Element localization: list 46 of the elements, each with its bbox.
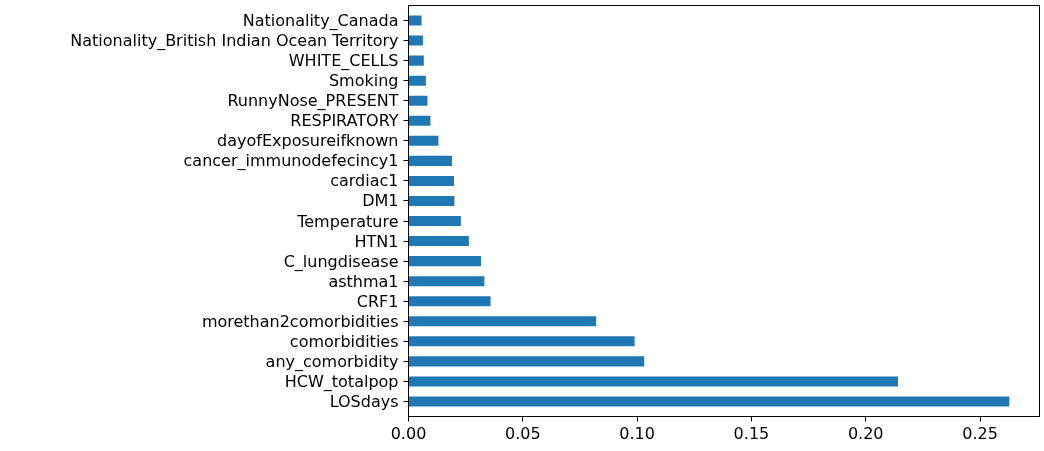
bar — [408, 336, 635, 347]
x-tick-label: 0.05 — [505, 423, 541, 443]
y-tick-label: cancer_immunodefecincy1 — [183, 151, 399, 172]
bar — [408, 236, 469, 247]
y-tick-label: Temperature — [296, 211, 399, 231]
bar — [408, 95, 428, 106]
y-tick-label: comorbidities — [289, 331, 399, 351]
y-tick-label: RESPIRATORY — [290, 111, 399, 131]
bar — [408, 296, 491, 307]
y-tick-label: any_comorbidity — [265, 351, 399, 372]
bar — [408, 135, 439, 146]
x-tick-label: 0.25 — [962, 423, 998, 443]
bar — [408, 155, 452, 166]
bar — [408, 276, 485, 287]
bar — [408, 175, 454, 186]
y-tick-label: CRF1 — [356, 291, 399, 311]
x-tick-label: 0.10 — [619, 423, 655, 443]
y-tick-label: RunnyNose_PRESENT — [227, 91, 399, 112]
bar — [408, 195, 455, 206]
bar — [408, 316, 597, 327]
y-tick-label: asthma1 — [328, 271, 399, 291]
x-tick-label: 0.15 — [733, 423, 770, 443]
bar — [408, 15, 422, 26]
y-tick-label: DM1 — [362, 191, 399, 211]
y-tick-label: cardiac1 — [330, 171, 399, 191]
bar — [408, 55, 424, 66]
y-tick-label: Nationality_Canada — [242, 11, 399, 32]
y-tick-label: C_lungdisease — [283, 251, 399, 272]
y-tick-label: Nationality_British Indian Ocean Territory — [70, 31, 399, 52]
bar — [408, 356, 645, 367]
x-tick-label: 0.20 — [847, 423, 884, 443]
y-tick-label: WHITE_CELLS — [288, 51, 399, 72]
y-tick-label: HTN1 — [354, 231, 399, 251]
y-tick-label: Smoking — [328, 71, 399, 91]
bar — [408, 216, 461, 227]
bar — [408, 75, 426, 86]
y-tick-label: dayofExposureifknown — [217, 131, 399, 151]
bar — [408, 35, 423, 46]
bar — [408, 256, 481, 267]
bar — [408, 115, 431, 126]
y-tick-label: HCW_totalpop — [284, 371, 399, 392]
x-tick-label: 0.00 — [390, 423, 427, 443]
bar — [408, 396, 1010, 407]
y-tick-label: LOSdays — [329, 391, 399, 411]
bar — [408, 376, 898, 387]
y-tick-label: morethan2comorbidities — [201, 311, 399, 331]
